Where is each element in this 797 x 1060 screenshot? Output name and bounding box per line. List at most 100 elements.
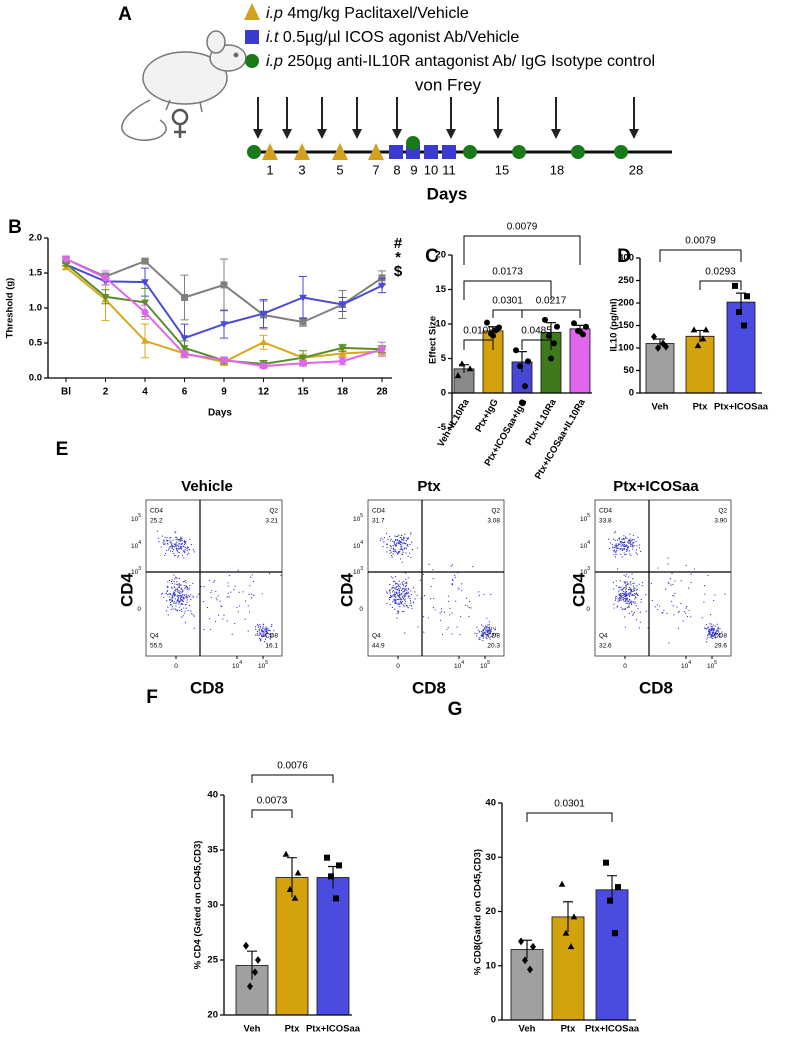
flow-event: [707, 633, 710, 635]
flow-y-tick: 105: [131, 513, 141, 522]
flow-y-tick-base: 10: [353, 543, 361, 550]
flow-event: [640, 598, 642, 600]
flow-event: [170, 608, 172, 611]
flow-x-tick: 105: [258, 660, 268, 669]
quadrant-value: 3.21: [265, 518, 278, 525]
data-point: [286, 886, 294, 892]
flow-event: [166, 549, 168, 552]
flow-event: [169, 604, 172, 606]
flow-event: [619, 589, 621, 591]
quadrant-name: CD8: [714, 633, 727, 640]
flow-event: [701, 617, 703, 619]
flow-event: [259, 627, 262, 629]
flow-event: [711, 625, 713, 628]
flow-event: [177, 545, 180, 548]
flow-event: [486, 637, 488, 640]
data-point: [699, 335, 707, 342]
flow-event: [266, 635, 268, 637]
flow-event: [186, 596, 188, 598]
flow-event: [407, 555, 409, 557]
flow-event: [257, 631, 259, 633]
y-tick-label: 40: [207, 790, 218, 801]
flow-event: [167, 614, 169, 616]
flow-event: [634, 598, 636, 600]
flow-event: [635, 541, 637, 543]
flow-event: [430, 586, 432, 588]
flow-event: [627, 593, 629, 595]
arrow-head: [392, 129, 402, 139]
flow-event: [619, 544, 621, 546]
y-axis-title: IL10 (pg/ml): [609, 298, 620, 351]
flow-event: [615, 580, 617, 582]
flow-event: [231, 633, 233, 635]
flow-event: [404, 589, 406, 591]
flow-y-tick: 104: [580, 540, 590, 549]
flow-event: [393, 593, 395, 596]
flow-event: [251, 593, 253, 595]
data-point: [493, 327, 499, 334]
flow-event: [176, 596, 179, 598]
quadrant-name: CD4: [372, 508, 385, 515]
flow-event: [183, 594, 185, 596]
flow-event: [390, 551, 392, 553]
y-tick-label: 0: [629, 388, 634, 399]
flow-y-tick-base: 10: [131, 516, 139, 523]
x-axis-title: Days: [208, 408, 232, 419]
flow-y-tick-base: 10: [131, 543, 139, 550]
flow-axis-title: CD8: [412, 678, 446, 697]
flow-event: [633, 611, 636, 614]
quadrant-value: 32.6: [599, 643, 612, 650]
flow-event: [709, 633, 711, 635]
flow-event: [713, 628, 715, 630]
flow-event: [400, 536, 402, 539]
data-point: [530, 942, 536, 951]
flow-event: [171, 544, 173, 546]
data-point: [513, 347, 519, 354]
x-tick-label: Ptx+ICOSaa: [585, 1024, 640, 1035]
flow-event: [156, 530, 158, 532]
flow-event: [625, 587, 627, 590]
flow-event: [682, 620, 684, 622]
flow-event: [390, 595, 393, 598]
flow-event: [257, 625, 259, 627]
flow-title: Ptx: [417, 478, 441, 495]
flow-event: [158, 541, 160, 543]
flow-event: [200, 586, 202, 588]
flow-event: [192, 582, 194, 585]
female-circle: [171, 108, 189, 126]
flow-event: [271, 635, 273, 637]
flow-event: [410, 593, 412, 595]
flow-event: [389, 603, 391, 606]
flow-event: [631, 543, 633, 545]
flow-event: [250, 576, 252, 578]
y-tick-label: 20: [207, 1010, 218, 1021]
flow-event: [392, 547, 395, 549]
data-point: [141, 279, 149, 287]
flow-event: [708, 632, 711, 634]
flow-event: [423, 595, 426, 597]
flow-x-tick-sup: 5: [487, 660, 490, 666]
data-point: [282, 850, 290, 857]
flow-event: [178, 540, 180, 542]
arrow-head: [446, 129, 456, 139]
flow-event: [171, 579, 173, 581]
flow-event: [179, 600, 181, 603]
flow-event: [258, 634, 260, 637]
flow-event: [392, 553, 394, 555]
flow-event: [624, 575, 627, 577]
flow-event: [244, 618, 246, 620]
flow-event: [447, 627, 449, 629]
flow-event: [167, 606, 169, 608]
data-point: [517, 363, 523, 370]
flow-event: [468, 607, 470, 609]
flow-y-tick: 103: [131, 566, 141, 575]
flow-event: [262, 625, 264, 627]
quadrant-name: CD8: [487, 633, 500, 640]
flow-event: [244, 600, 247, 602]
flow-event: [179, 609, 181, 611]
flow-event: [386, 592, 388, 594]
flow-event: [636, 585, 638, 587]
flow-event: [490, 631, 492, 633]
flow-event: [711, 627, 713, 629]
